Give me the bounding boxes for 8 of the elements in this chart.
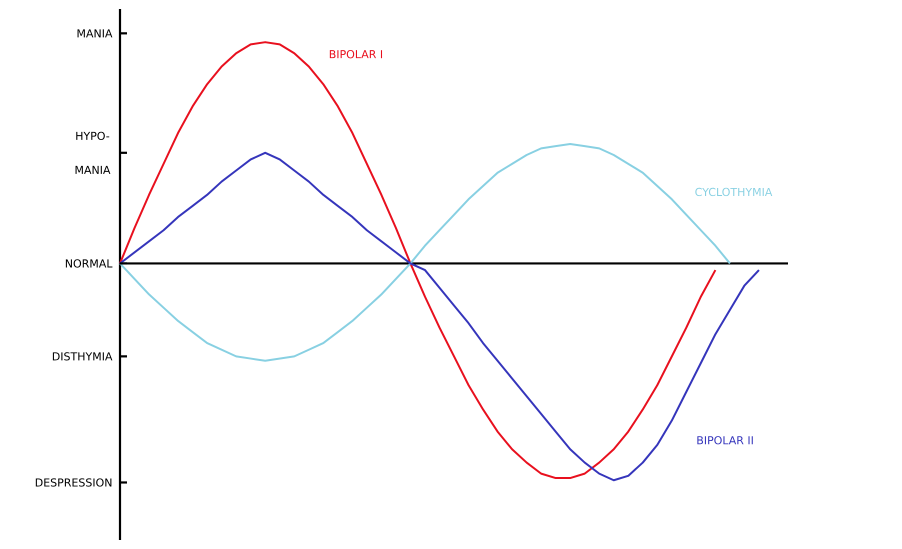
text: DISTHYMIA	[52, 352, 112, 361]
text: DESPRESSION	[36, 478, 112, 487]
text: MANIA	[78, 29, 112, 38]
series-label: BIPOLAR I	[330, 50, 382, 58]
text: HYPO- MANIA	[76, 132, 110, 174]
text: BIPOLAR II	[697, 436, 753, 444]
series-label: CYCLOTHYMIA	[695, 188, 772, 196]
text: NORMAL	[66, 259, 112, 268]
